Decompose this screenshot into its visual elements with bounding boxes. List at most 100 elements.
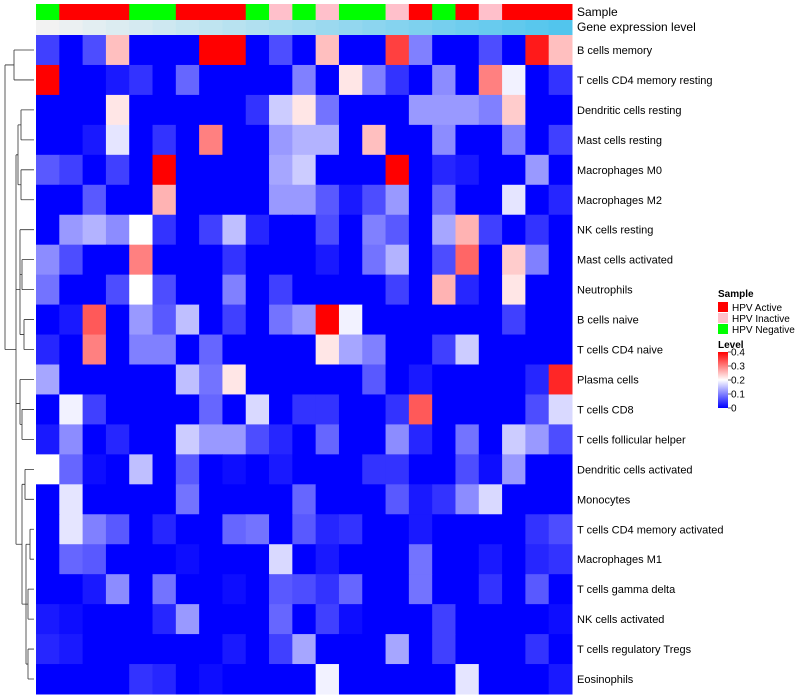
heatmap-cell [408, 544, 433, 575]
heatmap-cell [59, 484, 84, 515]
heatmap-cell [525, 424, 550, 455]
heatmap-cell [175, 124, 200, 156]
expression-annotation-cell [175, 20, 200, 35]
dendrogram-branch [15, 154, 22, 545]
heatmap-cell [105, 35, 130, 66]
sample-annotation-cell [59, 4, 84, 20]
heatmap-cell [338, 94, 363, 126]
heatmap-cell [408, 214, 433, 246]
heatmap-cell [105, 124, 130, 156]
heatmap-cell [292, 64, 317, 96]
heatmap-cell [269, 274, 293, 306]
heatmap-cell [245, 514, 270, 545]
heatmap-cell [222, 484, 247, 515]
heatmap-cell [129, 304, 154, 336]
sample-annotation-cell [292, 4, 317, 20]
heatmap-cell [36, 64, 60, 96]
row-labels: B cells memory T cells CD4 memory resting… [577, 45, 724, 686]
heatmap-cell [245, 184, 270, 216]
heatmap-cell [548, 484, 573, 515]
heatmap-cell [152, 454, 177, 485]
heatmap-cell [82, 544, 107, 575]
heatmap-cell [315, 514, 340, 545]
heatmap-cell [292, 154, 317, 186]
heatmap-cell [338, 424, 363, 455]
heatmap-cell [502, 544, 526, 575]
heatmap-cell [455, 274, 480, 306]
heatmap-cell [152, 184, 177, 216]
heatmap-cell [222, 424, 247, 455]
heatmap-cell [175, 184, 200, 216]
dendrogram-branch [23, 319, 34, 350]
heatmap-cell [455, 244, 480, 276]
heatmap-cell [36, 424, 60, 455]
expression-annotation-cell [478, 20, 503, 35]
heatmap-cell [408, 304, 433, 336]
heatmap-cell [338, 274, 363, 306]
heatmap-cell [548, 364, 573, 395]
heatmap-cell [548, 184, 573, 216]
heatmap-cell [245, 244, 270, 276]
heatmap-cell [432, 334, 456, 365]
legend-level-scale: 0.4 0.3 0.2 0.1 0 [718, 348, 745, 415]
heatmap-cell [432, 364, 456, 395]
heatmap-cell [82, 364, 107, 395]
heatmap-cell [408, 94, 433, 126]
heatmap-cell [502, 154, 526, 186]
heatmap-cell [105, 514, 130, 545]
heatmap-cell [408, 274, 433, 306]
heatmap-cell [338, 664, 363, 695]
heatmap-cell [59, 64, 84, 96]
heatmap-cell [36, 634, 60, 665]
heatmap-cell [245, 634, 270, 665]
heatmap-cell [292, 394, 317, 425]
heatmap-cell [222, 274, 247, 306]
heatmap-cell [129, 94, 154, 126]
heatmap-cell [548, 604, 573, 635]
row-label: T cells CD4 memory activated [577, 524, 724, 536]
heatmap-cell [222, 514, 247, 545]
heatmap-cell [129, 574, 154, 605]
expression-annotation-cell [222, 20, 247, 35]
heatmap-cell [315, 454, 340, 485]
heatmap-cell [175, 304, 200, 336]
heatmap-cell [362, 94, 387, 126]
heatmap-cell [175, 544, 200, 575]
heatmap-cell [362, 214, 387, 246]
heatmap-cell [502, 35, 526, 66]
sample-annotation-cell [315, 4, 340, 20]
heatmap-cell [432, 634, 456, 665]
heatmap-cell [175, 424, 200, 455]
legend-swatch [718, 302, 728, 312]
heatmap-cell [199, 35, 223, 66]
heatmap-cell [455, 304, 480, 336]
legend-swatch [718, 324, 728, 334]
heatmap-cell [478, 544, 503, 575]
heatmap-cell [105, 304, 130, 336]
heatmap-cell [502, 394, 526, 425]
sample-annotation-cell [222, 4, 247, 20]
heatmap-cell [478, 304, 503, 336]
heatmap-cell [175, 94, 200, 126]
heatmap-cell [59, 274, 84, 306]
heatmap-cell [338, 454, 363, 485]
heatmap-cell [222, 364, 247, 395]
row-label: Mast cells activated [577, 255, 673, 267]
sample-annotation-cell [408, 4, 433, 20]
heatmap-cell [36, 664, 60, 695]
heatmap-cell [385, 274, 410, 306]
heatmap-cell [82, 664, 107, 695]
heatmap-cell [105, 244, 130, 276]
heatmap-cell [36, 35, 60, 66]
heatmap-cell [408, 184, 433, 216]
heatmap-cell [455, 35, 480, 66]
heatmap-cell [502, 364, 526, 395]
heatmap-cell [455, 544, 480, 575]
heatmap-cell [315, 334, 340, 365]
heatmap-cell [269, 304, 293, 336]
heatmap-cell [525, 664, 550, 695]
heatmap-cell [432, 394, 456, 425]
heatmap-cell [455, 634, 480, 665]
heatmap-cell [129, 514, 154, 545]
